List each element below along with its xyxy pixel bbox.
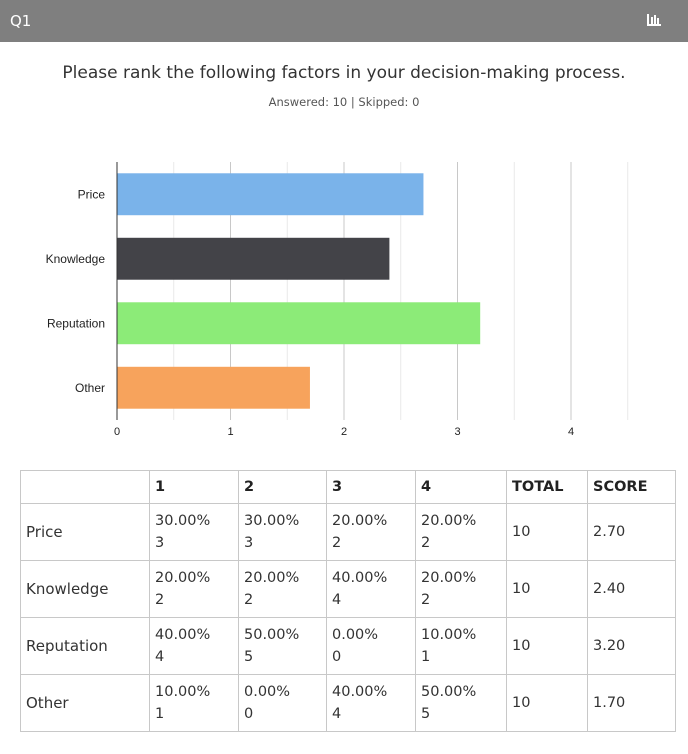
bar-knowledge xyxy=(117,237,390,280)
rank-percent: 10.00% xyxy=(155,684,211,700)
rank-count: 2 xyxy=(421,592,431,608)
rank-cell: 40.00% 4 xyxy=(149,617,239,675)
header-rank-1: 1 xyxy=(149,470,239,504)
rank-percent: 0.00% xyxy=(244,684,291,700)
rank-count: 5 xyxy=(421,706,431,722)
total-cell: 10 xyxy=(506,617,588,675)
question-number: Q1 xyxy=(10,12,32,30)
rank-count: 0 xyxy=(332,649,342,665)
score-cell: 2.40 xyxy=(587,560,676,618)
rank-cell: 0.00% 0 xyxy=(326,617,416,675)
bar-price xyxy=(117,173,424,216)
rank-percent: 10.00% xyxy=(421,627,477,643)
table-row: Price 30.00% 3 30.00% 3 20.00% 2 20.00% 2 10 2.70 xyxy=(20,503,676,561)
rank-count: 4 xyxy=(332,706,342,722)
rank-percent: 30.00% xyxy=(155,513,211,529)
header-rank-2: 2 xyxy=(238,470,327,504)
rank-count: 1 xyxy=(421,649,431,665)
rank-count: 3 xyxy=(244,535,254,551)
rank-cell: 20.00% 2 xyxy=(149,560,239,618)
rank-percent: 20.00% xyxy=(421,513,477,529)
rank-count: 2 xyxy=(155,592,165,608)
response-stats: Answered: 10 | Skipped: 0 xyxy=(268,95,420,109)
rank-percent: 20.00% xyxy=(421,570,477,586)
rank-percent: 40.00% xyxy=(332,570,388,586)
row-label: Price xyxy=(20,503,150,561)
rank-percent: 0.00% xyxy=(332,627,379,643)
row-label: Reputation xyxy=(20,617,150,675)
rank-cell: 10.00% 1 xyxy=(415,617,507,675)
category-label: Other xyxy=(75,381,105,395)
rank-count: 2 xyxy=(421,535,431,551)
bar-chart: Price Knowledge Reputation Other 0 1 2 3 4 xyxy=(46,162,629,438)
rank-cell: 10.00% 1 xyxy=(149,674,239,732)
rank-percent: 20.00% xyxy=(332,513,388,529)
total-cell: 10 xyxy=(506,560,588,618)
x-tick-label: 3 xyxy=(454,426,460,438)
header-score: SCORE xyxy=(587,470,676,504)
total-cell: 10 xyxy=(506,674,588,732)
header-blank xyxy=(20,470,150,504)
question-header-bar: Q1 xyxy=(0,0,688,42)
bar-reputation xyxy=(117,302,481,345)
x-tick-label: 2 xyxy=(341,426,347,438)
bar-chart-icon[interactable] xyxy=(646,11,662,27)
table-row: Reputation 40.00% 4 50.00% 5 0.00% 0 10.00% 1 10 3… xyxy=(20,617,676,675)
rank-percent: 50.00% xyxy=(244,627,300,643)
header-rank-4: 4 xyxy=(415,470,507,504)
rank-percent: 20.00% xyxy=(244,570,300,586)
header-rank-3: 3 xyxy=(326,470,416,504)
rank-cell: 30.00% 3 xyxy=(238,503,327,561)
rank-count: 2 xyxy=(244,592,254,608)
rank-percent: 20.00% xyxy=(155,570,211,586)
rank-percent: 40.00% xyxy=(155,627,211,643)
rank-percent: 30.00% xyxy=(244,513,300,529)
rank-cell: 40.00% 4 xyxy=(326,674,416,732)
total-cell: 10 xyxy=(506,503,588,561)
question-title: Please rank the following factors in you… xyxy=(62,63,626,83)
category-label: Knowledge xyxy=(46,252,106,266)
table-header-row: 1 2 3 4 TOTAL SCORE xyxy=(20,470,676,504)
row-label: Knowledge xyxy=(20,560,150,618)
rank-percent: 40.00% xyxy=(332,684,388,700)
rank-cell: 0.00% 0 xyxy=(238,674,327,732)
bar-other xyxy=(117,366,310,409)
table-row: Knowledge 20.00% 2 20.00% 2 40.00% 4 20.00% 2 10 2… xyxy=(20,560,676,618)
table-row: Other 10.00% 1 0.00% 0 40.00% 4 50.00% 5 10 1.70 xyxy=(20,674,676,732)
rank-cell: 50.00% 5 xyxy=(415,674,507,732)
rank-count: 2 xyxy=(332,535,342,551)
score-cell: 2.70 xyxy=(587,503,676,561)
rank-cell: 20.00% 2 xyxy=(415,560,507,618)
rank-cell: 20.00% 2 xyxy=(326,503,416,561)
rank-cell: 20.00% 2 xyxy=(238,560,327,618)
rank-cell: 40.00% 4 xyxy=(326,560,416,618)
header-total: TOTAL xyxy=(506,470,588,504)
rank-cell: 20.00% 2 xyxy=(415,503,507,561)
rank-count: 1 xyxy=(155,706,165,722)
x-tick-label: 1 xyxy=(227,426,233,438)
category-label: Reputation xyxy=(47,316,105,330)
row-label: Other xyxy=(20,674,150,732)
results-table: 1 2 3 4 TOTAL SCORE Price 30.00% 3 30.00% 3 2… xyxy=(20,470,676,732)
x-tick-label: 0 xyxy=(114,426,120,438)
rank-count: 0 xyxy=(244,706,254,722)
category-label: Price xyxy=(78,187,106,201)
rank-count: 5 xyxy=(244,649,254,665)
score-cell: 3.20 xyxy=(587,617,676,675)
rank-percent: 50.00% xyxy=(421,684,477,700)
rank-count: 4 xyxy=(332,592,342,608)
rank-count: 3 xyxy=(155,535,165,551)
rank-cell: 30.00% 3 xyxy=(149,503,239,561)
x-tick-label: 4 xyxy=(568,426,574,438)
rank-count: 4 xyxy=(155,649,165,665)
score-cell: 1.70 xyxy=(587,674,676,732)
rank-cell: 50.00% 5 xyxy=(238,617,327,675)
